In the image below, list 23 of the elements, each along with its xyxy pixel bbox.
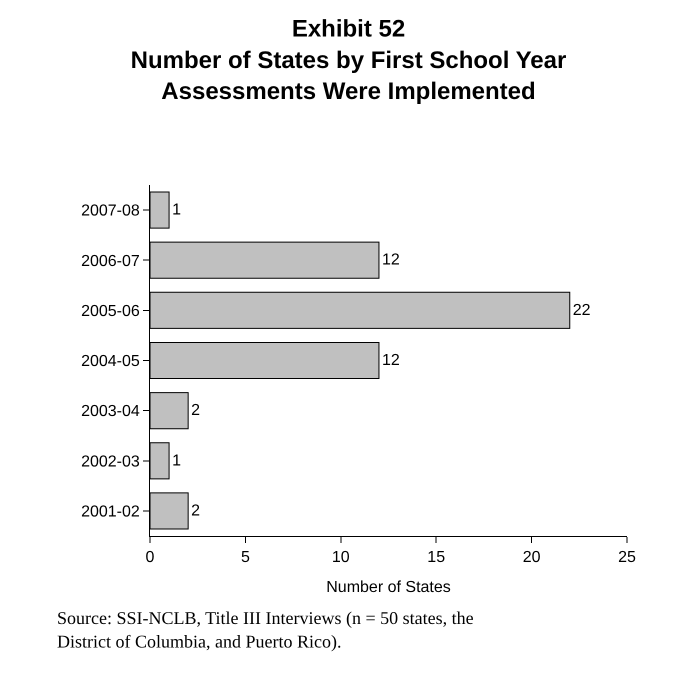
source-note: Source: SSI-NCLB, Title III Interviews (n = 50 states, the District of Columbia, and Puerto Rico).: [57, 608, 474, 652]
x-tick-label: 0: [146, 549, 155, 566]
x-tick-label: 15: [427, 549, 446, 566]
y-tick-label: 2007-08: [81, 202, 140, 220]
y-tick-label: 2002-03: [81, 453, 140, 470]
data-label: 1: [172, 452, 182, 470]
x-tick-label: 5: [240, 549, 250, 566]
data-label: 22: [572, 302, 591, 319]
y-tick-label: 2001-02: [81, 504, 140, 521]
y-tick-label: 2006-07: [81, 252, 140, 270]
y-tick-label: 2004-05: [81, 353, 140, 370]
data-label: 2: [191, 502, 200, 520]
x-axis-title: Number of States: [326, 578, 451, 596]
chart-title: Exhibit 52 Number of States by First School Year Assessments Were Implemented: [130, 16, 566, 105]
data-label: 1: [172, 202, 182, 219]
x-tick-label: 25: [618, 549, 636, 566]
data-label: 2: [191, 402, 200, 420]
x-tick-label: 10: [332, 549, 350, 566]
data-label: 12: [382, 252, 400, 269]
data-label: 12: [382, 352, 400, 369]
y-tick-label: 2003-04: [81, 403, 140, 420]
y-tick-label: 2005-06: [81, 302, 140, 320]
x-tick-label: 20: [522, 549, 541, 566]
